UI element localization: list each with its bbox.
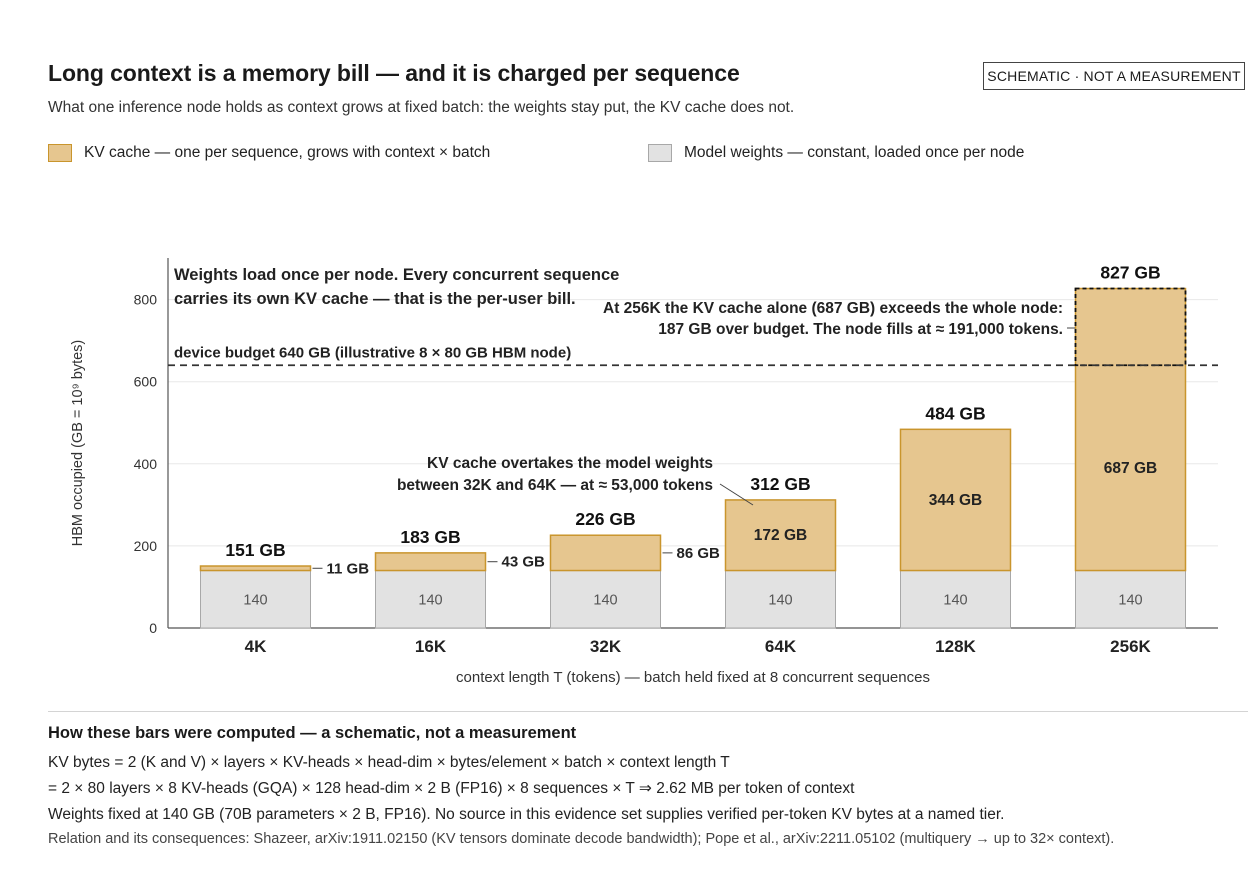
- bar-total-label: 151 GB: [225, 540, 285, 560]
- bar-kv-label: 172 GB: [754, 527, 807, 544]
- bar-weights-label: 140: [243, 592, 267, 608]
- bar-kv-label: 687 GB: [1104, 460, 1157, 477]
- bar-kv-label: 43 GB: [502, 554, 546, 571]
- bar-kv-16K: [374, 552, 487, 572]
- bar-kv-32K: [549, 534, 662, 572]
- section-divider: [48, 711, 1248, 712]
- notes-formula-general: KV bytes = 2 (K and V) × layers × KV-hea…: [48, 754, 730, 771]
- bar-weights-label: 140: [768, 592, 792, 608]
- bar-total-label: 484 GB: [925, 403, 985, 423]
- bar-total-label: 183 GB: [400, 527, 460, 547]
- annotation-over-budget-line1: At 256K the KV cache alone (687 GB) exce…: [603, 300, 1063, 317]
- annotation-overtake-line2: between 32K and 64K — at ≈ 53,000 tokens: [397, 477, 713, 494]
- stacked-bar-chart: 0 200 400 600 800 HBM occupied (GB = 10⁹ byte…: [70, 258, 1218, 686]
- annotation-over-budget-line2: 187 GB over budget. The node fills at ≈ …: [658, 321, 1063, 338]
- x-tick-label: 64K: [765, 637, 797, 656]
- bar-kv-256K: [1074, 287, 1187, 572]
- bar-weights-16K: [375, 570, 486, 629]
- legend-label-kv-cache: KV cache — one per sequence, grows with …: [84, 144, 491, 161]
- x-tick-label: 4K: [245, 637, 267, 656]
- bar-total-label: 226 GB: [575, 509, 635, 529]
- legend-item-kv-cache: KV cache — one per sequence, grows with …: [48, 143, 490, 163]
- annotation-overtake-line1: KV cache overtakes the model weights: [427, 455, 713, 472]
- y-axis-label: HBM occupied (GB = 10⁹ bytes): [70, 340, 86, 546]
- bar-total-label: 827 GB: [1100, 263, 1160, 283]
- budget-label: device budget 640 GB (illustrative 8 × 8…: [174, 344, 571, 361]
- legend-item-model-weights: Model weights — constant, loaded once pe…: [648, 143, 1024, 163]
- bar-kv-label: 344 GB: [929, 492, 982, 509]
- notes-weights: Weights fixed at 140 GB (70B parameters …: [48, 806, 1005, 823]
- bar-kv-128K: [899, 428, 1012, 572]
- y-tick-label: 800: [134, 292, 158, 308]
- notes-heading: How these bars were computed — a schemat…: [48, 724, 577, 742]
- bar-weights-label: 140: [593, 592, 617, 608]
- x-tick-label: 256K: [1110, 637, 1151, 656]
- notes-sources: Relation and its consequences: Shazeer, …: [48, 831, 1115, 847]
- bar-total-label: 312 GB: [750, 474, 810, 494]
- page-subtitle: What one inference node holds as context…: [48, 99, 795, 116]
- legend-swatch-model-weights: [648, 144, 672, 162]
- x-tick-label: 128K: [935, 637, 976, 656]
- y-tick-label: 200: [134, 538, 158, 554]
- annotation-overtake-leader: [719, 483, 754, 506]
- bar-weights-4K: [200, 570, 311, 629]
- y-tick-label: 400: [134, 456, 158, 472]
- method-notes: How these bars were computed — a schemat…: [48, 722, 1238, 850]
- bar-kv-64K: [724, 499, 837, 572]
- y-tick-label: 600: [134, 374, 158, 390]
- notes-formula-instantiated: = 2 × 80 layers × 8 KV-heads (GQA) × 128…: [48, 780, 855, 797]
- bar-weights-label: 140: [943, 592, 967, 608]
- bar-weights-32K: [550, 570, 661, 629]
- x-tick-label: 16K: [415, 637, 447, 656]
- schematic-badge: SCHEMATIC · NOT A MEASUREMENT: [983, 62, 1245, 90]
- annotation-top-left-line1: Weights load once per node. Every concur…: [174, 266, 619, 284]
- x-axis-label: context length T (tokens) — batch held f…: [456, 669, 930, 686]
- bar-weights-256K: [1075, 570, 1186, 629]
- bar-weights-label: 140: [418, 592, 442, 608]
- page-title: Long context is a memory bill — and it i…: [48, 60, 740, 86]
- x-tick-label: 32K: [590, 637, 622, 656]
- legend-swatch-kv-cache: [48, 144, 72, 162]
- bar-kv-4K: [199, 565, 312, 572]
- bar-weights-label: 140: [1118, 592, 1142, 608]
- bar-weights-64K: [725, 570, 836, 629]
- bar-kv-label: 86 GB: [677, 545, 721, 562]
- bar-weights-128K: [900, 570, 1011, 629]
- y-tick-label: 0: [149, 620, 157, 636]
- bar-kv-label: 11 GB: [327, 560, 370, 577]
- annotation-top-left-line2: carries its own KV cache — that is the p…: [174, 290, 576, 308]
- legend-label-model-weights: Model weights — constant, loaded once pe…: [684, 144, 1025, 161]
